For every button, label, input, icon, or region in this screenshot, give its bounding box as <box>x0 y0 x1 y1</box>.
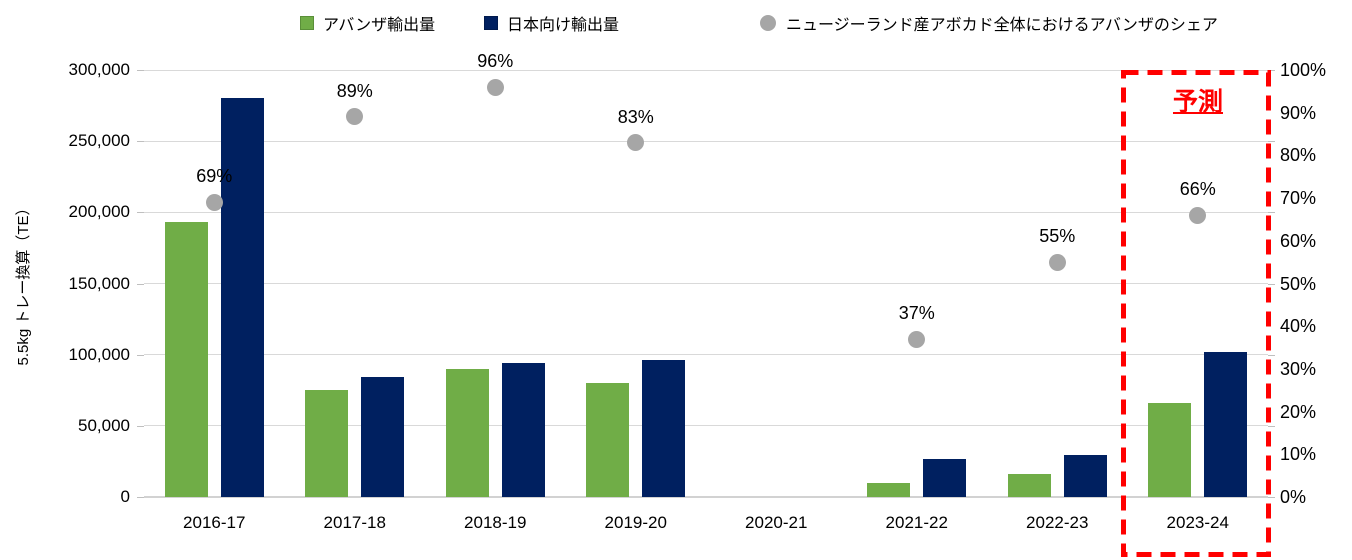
gridline <box>144 69 1268 71</box>
share-value-label: 89% <box>336 80 373 101</box>
share-dot-2021-22 <box>908 330 926 348</box>
share-dot-2019-20 <box>627 134 645 152</box>
x-axis-category-label: 2020-21 <box>745 513 808 532</box>
x-axis-category-label: 2016-17 <box>183 513 246 532</box>
bar-japan_exports-2023-24 <box>1204 351 1248 497</box>
legend-item-avanza_exports: アバンザ輸出量 <box>300 12 435 34</box>
left-axis-tick <box>137 70 144 71</box>
share-dot-2022-23 <box>1048 253 1066 271</box>
bar-japan_exports-2018-19 <box>501 363 545 497</box>
bar-japan_exports-2016-17 <box>220 98 264 497</box>
left-axis-tick <box>137 497 144 498</box>
bar-japan_exports-2019-20 <box>642 360 686 497</box>
bar-avanza_exports-2019-20 <box>586 383 630 497</box>
left-axis-tick <box>137 425 144 427</box>
left-axis-tick-label: 0 <box>120 487 130 506</box>
share-value-label: 55% <box>1039 226 1076 247</box>
bar-japan_exports-2022-23 <box>1063 455 1107 497</box>
right-axis-tick <box>1268 354 1275 356</box>
legend-label-avanza_share: ニュージーランド産アボカド全体におけるアバンザのシェア <box>786 17 1218 34</box>
left-axis-tick <box>137 354 144 356</box>
x-axis-category-label: 2021-22 <box>885 513 948 532</box>
share-dot-2017-18 <box>346 108 364 126</box>
bar-japan_exports-2017-18 <box>361 377 405 497</box>
right-axis-tick-label: 40% <box>1280 316 1317 337</box>
left-axis-tick-label: 100,000 <box>68 344 130 364</box>
right-axis-tick-label: 80% <box>1280 145 1317 166</box>
left-axis-tick <box>137 283 144 285</box>
bar-avanza_exports-2016-17 <box>164 222 208 497</box>
left-axis-tick <box>137 141 144 143</box>
right-axis-tick <box>1268 425 1275 427</box>
right-axis-tick-label: 100% <box>1280 60 1327 80</box>
legend-marker-japan_exports-icon <box>484 16 498 30</box>
left-axis-tick-label: 250,000 <box>68 131 130 151</box>
x-axis-category-label: 2018-19 <box>464 513 527 532</box>
legend-item-japan_exports: 日本向け輸出量 <box>484 12 619 34</box>
x-axis-category-label: 2023-24 <box>1166 513 1229 532</box>
right-axis-tick-label: 50% <box>1280 273 1317 294</box>
left-axis-tick-label: 300,000 <box>68 60 130 79</box>
right-axis-tick-label: 0% <box>1280 487 1307 507</box>
legend-label-japan_exports: 日本向け輸出量 <box>507 17 620 34</box>
bar-avanza_exports-2017-18 <box>305 390 349 497</box>
forecast-box-outline <box>1121 70 1271 557</box>
share-dot-2018-19 <box>486 78 504 96</box>
share-value-label: 69% <box>196 166 233 187</box>
left-axis-tick-label: 50,000 <box>78 415 130 435</box>
share-dot-2023-24 <box>1189 206 1207 224</box>
gridline <box>144 283 1268 284</box>
right-axis-tick-label: 90% <box>1280 102 1317 123</box>
x-axis-category-label: 2017-18 <box>323 513 386 532</box>
forecast-label: 予測 <box>1172 88 1223 116</box>
right-axis-tick-label: 70% <box>1280 188 1317 209</box>
x-axis-category-label: 2022-23 <box>1026 513 1089 532</box>
right-axis-tick-label: 60% <box>1280 230 1317 251</box>
right-axis-tick <box>1268 141 1275 143</box>
left-axis-tick-label: 200,000 <box>68 202 130 222</box>
bar-japan_exports-2021-22 <box>923 458 967 497</box>
bar-avanza_exports-2021-22 <box>867 483 911 497</box>
left-axis-tick-label: 150,000 <box>68 273 130 293</box>
bar-avanza_exports-2018-19 <box>445 368 489 497</box>
share-dot-2016-17 <box>205 193 223 211</box>
share-value-label: 66% <box>1179 179 1216 200</box>
legend-marker-avanza_exports-icon <box>300 16 314 30</box>
legend-label-avanza_exports: アバンザ輸出量 <box>323 17 436 34</box>
legend-item-avanza_share: ニュージーランド産アボカド全体におけるアバンザのシェア <box>760 12 1218 34</box>
gridline <box>144 496 1268 498</box>
left-axis-tick <box>137 212 144 214</box>
right-axis-tick-label: 20% <box>1280 401 1317 422</box>
right-axis-tick <box>1268 212 1275 214</box>
legend-marker-avanza_share-icon <box>760 15 776 31</box>
share-value-label: 96% <box>477 51 514 72</box>
right-axis-tick <box>1268 283 1275 285</box>
right-axis-tick <box>1268 70 1275 71</box>
right-axis-tick-label: 30% <box>1280 358 1317 379</box>
gridline <box>144 211 1268 213</box>
bar-avanza_exports-2023-24 <box>1148 403 1192 497</box>
x-axis-category-label: 2019-20 <box>604 513 667 532</box>
forecast-dashed-box <box>1121 70 1271 557</box>
gridline <box>144 425 1268 427</box>
gridline <box>144 354 1268 356</box>
share-value-label: 37% <box>898 303 935 323</box>
share-value-label: 83% <box>617 106 654 127</box>
right-axis-tick <box>1268 497 1275 498</box>
gridline <box>144 140 1268 142</box>
bar-avanza_exports-2022-23 <box>1007 474 1051 497</box>
right-axis-tick-label: 10% <box>1280 444 1317 465</box>
